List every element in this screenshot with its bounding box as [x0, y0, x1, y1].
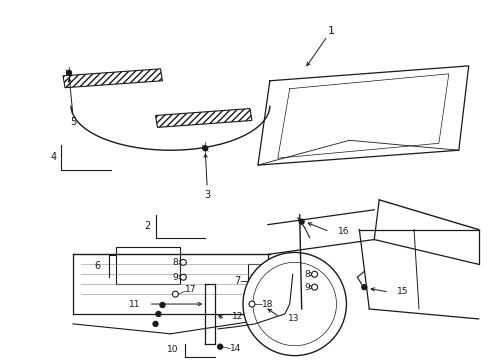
Text: 18: 18: [262, 300, 273, 309]
Text: 17: 17: [185, 285, 197, 294]
Polygon shape: [155, 109, 251, 127]
Text: 3: 3: [203, 190, 210, 200]
Circle shape: [311, 284, 317, 290]
Circle shape: [153, 321, 158, 327]
Text: 4: 4: [51, 152, 57, 162]
Text: 11: 11: [129, 300, 141, 309]
Circle shape: [156, 311, 161, 316]
Text: 2: 2: [144, 221, 150, 231]
Bar: [247, 264, 309, 299]
Circle shape: [299, 219, 304, 224]
Text: 10: 10: [166, 345, 178, 354]
Text: 1: 1: [327, 26, 334, 36]
Text: 12: 12: [232, 312, 243, 321]
Circle shape: [180, 260, 186, 265]
Circle shape: [361, 285, 366, 290]
Circle shape: [160, 302, 164, 307]
Circle shape: [180, 274, 186, 280]
Text: 8: 8: [172, 258, 178, 267]
Circle shape: [248, 301, 254, 307]
Circle shape: [203, 146, 207, 151]
Text: 14: 14: [230, 344, 241, 353]
Text: 13: 13: [287, 314, 299, 323]
Circle shape: [243, 252, 346, 356]
Text: 6: 6: [95, 261, 101, 271]
Text: 9: 9: [303, 283, 309, 292]
Bar: [116, 247, 180, 284]
Text: 7: 7: [233, 276, 240, 286]
Text: 9: 9: [172, 273, 178, 282]
Text: 16: 16: [337, 227, 348, 236]
Polygon shape: [63, 69, 162, 88]
Text: 15: 15: [396, 287, 408, 296]
Text: 5: 5: [70, 117, 76, 127]
Text: 8: 8: [303, 270, 309, 279]
Circle shape: [311, 271, 317, 277]
Circle shape: [217, 344, 222, 349]
Circle shape: [66, 70, 71, 75]
Circle shape: [172, 291, 178, 297]
Circle shape: [252, 262, 336, 346]
